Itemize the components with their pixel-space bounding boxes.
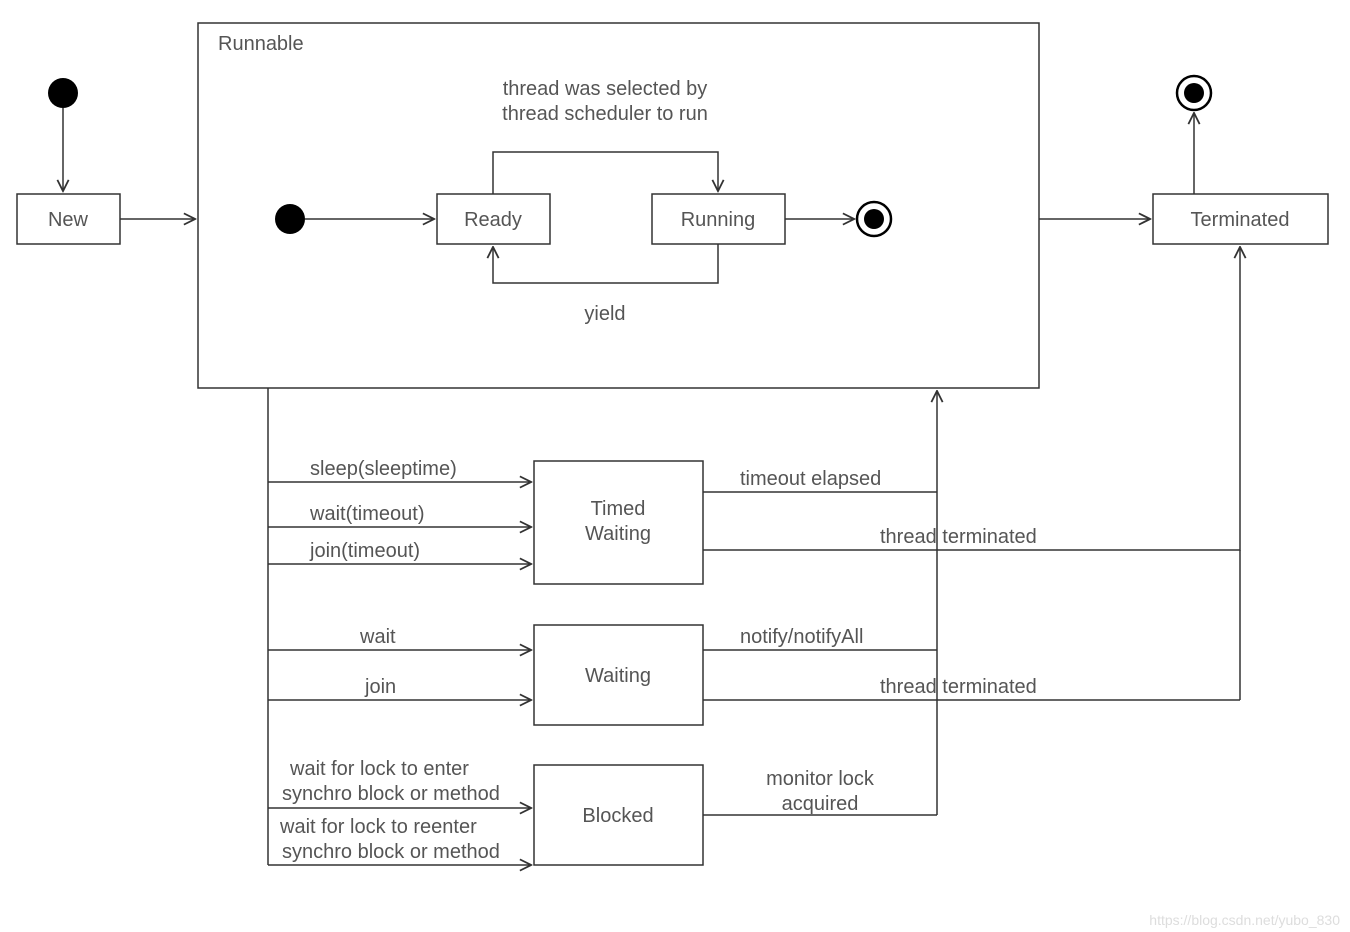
edge-running-to-ready: [493, 244, 718, 283]
final-state-terminated-dot: [1184, 83, 1204, 103]
yield-label: yield: [584, 303, 625, 325]
sleep-label: sleep(sleeptime): [310, 458, 457, 480]
monitor-label-1: monitor lock: [766, 768, 875, 790]
wait-label: wait: [359, 626, 396, 648]
timed-waiting-label-2: Waiting: [585, 523, 651, 545]
final-state-inner-dot: [864, 209, 884, 229]
join-timeout-label: join(timeout): [309, 540, 420, 562]
selected-label-line2: thread scheduler to run: [502, 103, 708, 125]
lock-reenter-label-2: synchro block or method: [282, 841, 500, 863]
lock-enter-label-1: wait for lock to enter: [289, 758, 469, 780]
blocked-label: Blocked: [582, 805, 653, 827]
join-label: join: [364, 676, 396, 698]
lock-enter-label-2: synchro block or method: [282, 783, 500, 805]
wait-timeout-label: wait(timeout): [309, 503, 424, 525]
terminated-label: Terminated: [1191, 209, 1290, 231]
timeout-elapsed-label: timeout elapsed: [740, 468, 881, 490]
thread-state-diagram: Runnable New Ready Running thread was se…: [0, 0, 1350, 932]
w-terminated-label: thread terminated: [880, 676, 1037, 698]
timed-waiting-label-1: Timed: [591, 498, 646, 520]
running-label: Running: [681, 209, 756, 231]
monitor-label-2: acquired: [782, 793, 859, 815]
ready-label: Ready: [464, 209, 522, 231]
notify-label: notify/notifyAll: [740, 626, 863, 648]
edge-ready-to-running: [493, 152, 718, 194]
runnable-label: Runnable: [218, 33, 304, 55]
waiting-label: Waiting: [585, 665, 651, 687]
edge-tw-terminated: [703, 248, 1240, 550]
new-label: New: [48, 209, 89, 231]
initial-state-inner: [275, 204, 305, 234]
selected-label-line1: thread was selected by: [503, 78, 708, 100]
tw-terminated-label: thread terminated: [880, 526, 1037, 548]
lock-reenter-label-1: wait for lock to reenter: [279, 816, 477, 838]
initial-state-outer: [48, 78, 78, 108]
watermark: https://blog.csdn.net/yubo_830: [1149, 912, 1340, 928]
